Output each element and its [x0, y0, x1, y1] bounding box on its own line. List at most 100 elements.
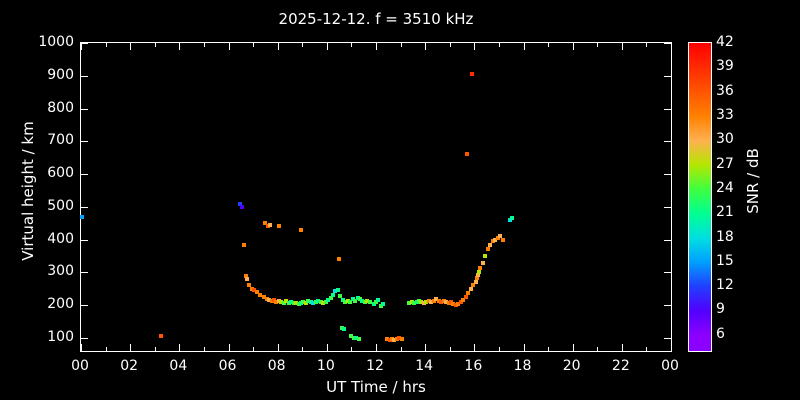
tick-mark	[449, 43, 451, 47]
tick-mark	[664, 305, 671, 307]
y-tick-label: 200	[47, 296, 74, 313]
data-point	[456, 301, 461, 306]
colorbar-tick-label: 6	[716, 325, 725, 342]
tick-mark	[664, 108, 671, 110]
data-point	[374, 300, 378, 305]
tick-mark	[572, 43, 574, 47]
x-tick-label: 06	[218, 358, 237, 374]
tick-mark	[81, 337, 88, 339]
tick-mark	[664, 337, 671, 339]
data-point	[434, 296, 439, 301]
x-tick-label: 16	[464, 358, 483, 374]
data-point	[321, 301, 326, 306]
data-point	[313, 299, 318, 304]
tick-mark	[351, 43, 353, 47]
data-point	[354, 336, 359, 341]
data-point	[362, 300, 367, 305]
tick-mark	[664, 75, 671, 77]
data-point	[294, 300, 299, 305]
data-point	[498, 234, 503, 239]
tick-mark	[621, 347, 623, 351]
tick-mark	[425, 43, 427, 47]
data-point	[349, 334, 354, 339]
data-point	[326, 297, 331, 302]
y-tick-label: 300	[47, 263, 74, 280]
tick-mark	[621, 43, 623, 47]
data-point	[242, 242, 247, 247]
data-point	[500, 237, 505, 242]
y-tick-label: 900	[47, 66, 74, 83]
data-point	[291, 301, 296, 306]
x-tick-label: 02	[120, 358, 139, 374]
data-point	[339, 326, 344, 331]
data-point	[429, 300, 434, 305]
tick-mark	[179, 43, 181, 47]
data-point	[507, 217, 512, 222]
tick-mark	[81, 305, 88, 307]
tick-mark	[523, 347, 525, 351]
data-point	[330, 292, 335, 297]
data-point	[424, 299, 429, 304]
data-point	[318, 299, 323, 304]
data-point	[426, 298, 431, 303]
data-point	[439, 299, 444, 304]
tick-mark	[597, 347, 599, 351]
data-point	[376, 298, 381, 303]
data-point	[308, 300, 313, 305]
data-point	[353, 298, 358, 303]
data-point	[240, 204, 245, 209]
data-point	[495, 235, 500, 240]
tick-mark	[81, 347, 82, 351]
data-point	[397, 335, 402, 340]
tick-mark	[351, 347, 353, 351]
tick-mark	[81, 43, 88, 44]
tick-mark	[376, 43, 377, 47]
data-point	[237, 201, 242, 206]
tick-mark	[664, 206, 671, 208]
tick-mark	[253, 43, 255, 47]
data-point	[469, 72, 474, 77]
data-point	[356, 336, 361, 341]
x-tick-label: 18	[513, 358, 532, 374]
tick-mark	[203, 43, 205, 47]
tick-mark	[81, 75, 88, 77]
data-point	[414, 300, 419, 305]
data-point	[510, 216, 515, 221]
x-tick-label: 08	[267, 358, 286, 374]
data-point	[271, 298, 276, 303]
data-point	[244, 276, 249, 281]
data-point	[158, 334, 163, 339]
data-point	[328, 295, 333, 300]
data-point	[493, 237, 498, 242]
x-tick-label: 14	[415, 358, 434, 374]
data-point	[476, 272, 481, 277]
data-point	[269, 299, 274, 304]
data-point	[348, 300, 353, 305]
data-point	[378, 303, 383, 308]
data-point	[463, 294, 468, 299]
data-point	[80, 214, 85, 219]
x-tick-label: 00	[661, 358, 679, 374]
data-point	[340, 297, 345, 302]
colorbar-tick-label: 27	[716, 155, 734, 172]
tick-mark	[664, 239, 671, 241]
data-point	[265, 224, 270, 229]
data-point	[263, 221, 268, 226]
y-tick-label: 800	[47, 99, 74, 116]
data-point	[303, 301, 308, 306]
colorbar-tick-label: 24	[716, 179, 734, 196]
data-point	[301, 299, 306, 304]
data-point	[458, 300, 463, 305]
data-point	[412, 301, 417, 306]
tick-mark	[203, 347, 205, 351]
data-point	[335, 288, 340, 293]
tick-mark	[376, 347, 377, 351]
data-point	[337, 257, 342, 262]
data-point	[350, 296, 355, 301]
x-axis-tick-labels: 00 02 04 06 08 10 12 14 16 18 20 22 00	[71, 358, 679, 376]
data-point	[468, 286, 473, 291]
data-point	[473, 279, 478, 284]
tick-mark	[474, 43, 476, 47]
data-point	[358, 297, 363, 302]
